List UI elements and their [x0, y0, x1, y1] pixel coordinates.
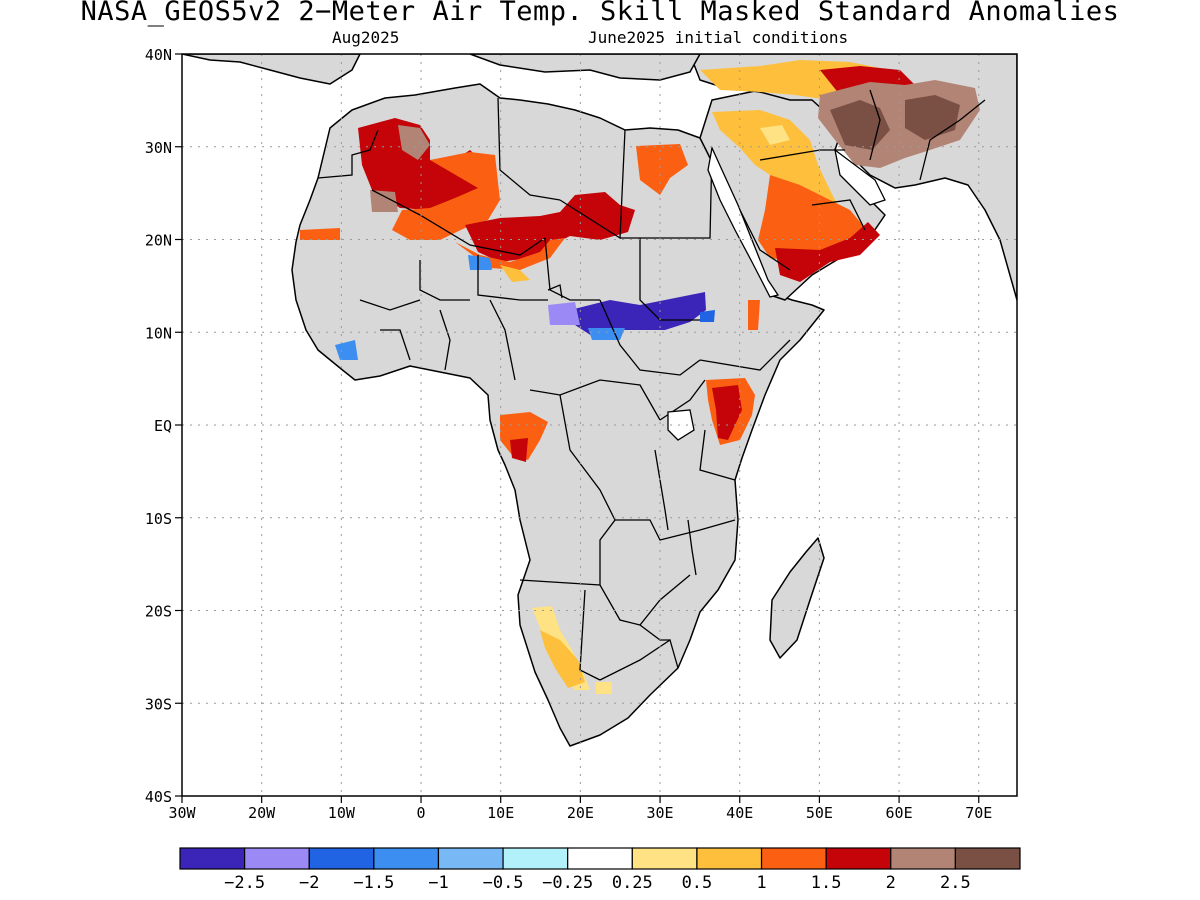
anomaly-westafrica-blue-2 [335, 340, 358, 360]
colorbar-swatch [696, 847, 763, 870]
red-sea [707, 145, 780, 298]
anomaly-kenya-red [712, 385, 742, 440]
anomaly-sahel-red [465, 192, 635, 262]
lat-label: 30N [145, 139, 172, 157]
lon-label: 10E [487, 804, 514, 822]
lat-label: 40S [145, 788, 172, 806]
lat-label: 20N [145, 232, 172, 250]
anomaly-namibia-orange [540, 630, 585, 688]
colorbar-swatch [179, 847, 246, 870]
colorbar-label: −2.5 [224, 873, 265, 893]
colorbar-swatch [825, 847, 892, 870]
colorbar-label: 2.5 [940, 873, 971, 893]
lat-label: 20S [145, 603, 172, 621]
persian-gulf [834, 148, 886, 206]
colorbar-label: −1 [428, 873, 448, 893]
colorbar-label: −2 [299, 873, 319, 893]
lon-label: 10W [328, 804, 356, 822]
anomaly-westafrica-blue [468, 255, 492, 270]
lon-label: 0 [417, 804, 426, 822]
map-body [182, 54, 1017, 796]
colorbar-swatch [631, 847, 698, 870]
anomaly-gabon-red [510, 438, 528, 462]
lat-label: 10S [145, 510, 172, 528]
colorbar-label: −0.25 [542, 873, 593, 893]
europe-land [182, 54, 361, 85]
lon-label: 30E [647, 804, 674, 822]
colorbar-swatch [437, 847, 504, 870]
anomaly-egypt-orange [636, 144, 688, 195]
country-borders [317, 89, 986, 681]
lon-label: 30W [168, 804, 196, 822]
lake-tanganyika [654, 449, 669, 531]
colorbar-swatch [890, 847, 956, 870]
latitude-axis: 40N 30N 20N 10N EQ 10S 20S 30S 40S [145, 46, 182, 806]
lat-label: EQ [154, 417, 172, 435]
lake-victoria [667, 409, 695, 441]
colorbar-swatch [760, 847, 827, 870]
colorbar-swatch [567, 847, 633, 870]
lon-label: 70E [965, 804, 992, 822]
anomaly-sudan-purple [570, 292, 706, 338]
lon-label: 20W [248, 804, 276, 822]
colorbar-swatch [308, 847, 375, 870]
lon-label: 50E [806, 804, 833, 822]
lakes-and-coast-details [547, 145, 886, 576]
anomaly-arabia-yellow [712, 110, 840, 210]
colorbar-swatch [373, 847, 440, 870]
anomaly-sudan-blue-2 [700, 310, 715, 322]
anomaly-westafrica-orange [300, 228, 340, 240]
longitude-axis: 30W 20W 10W 0 10E 20E 30E 40E 50E 60E 70E [168, 796, 992, 822]
madagascar-land [769, 537, 825, 659]
map-title: NASA_GEOS5v2 2−Meter Air Temp. Skill Mas… [80, 0, 1120, 27]
anomaly-sahara-red [358, 118, 480, 210]
anomaly-arabia-orange [758, 175, 865, 262]
anomaly-namibia-yellow-2 [596, 682, 612, 694]
anomaly-sudan-blue [588, 328, 625, 340]
initial-conditions: June2025 initial conditions [588, 28, 849, 47]
anomaly-ethiopia-orange [748, 300, 760, 330]
lat-label: 10N [145, 324, 172, 342]
colorbar-label: 1 [756, 873, 766, 893]
anomaly-arabia-light-yellow [760, 125, 790, 145]
colorbar-label: 0.5 [682, 873, 713, 893]
colorbar: −2.5 −2 −1.5 −1 −0.5 −0.25 0.25 0.5 1 1.5 2 2.5 [179, 847, 1021, 893]
target-month: Aug2025 [332, 28, 400, 47]
colorbar-label: 0.25 [612, 873, 653, 893]
anomaly-sahara-orange [392, 152, 500, 240]
colorbar-swatch [244, 847, 310, 870]
colorbar-label: 1.5 [811, 873, 842, 893]
anomaly-shading [300, 60, 980, 694]
anomaly-arabia-red [775, 222, 880, 282]
lat-label: 30S [145, 695, 172, 713]
graticule [182, 54, 1017, 796]
lat-label: 40N [145, 46, 172, 64]
colorbar-swatch [954, 847, 1021, 870]
anomaly-sudan-lavender [548, 302, 580, 325]
lake-chad [547, 284, 563, 299]
colorbar-label: −1.5 [353, 873, 394, 893]
anomaly-sahel-yellow [500, 265, 530, 282]
anomaly-sahara-brown [398, 125, 430, 160]
colorbar-label: −0.5 [483, 873, 524, 893]
lon-label: 20E [567, 804, 594, 822]
colorbar-label: 2 [886, 873, 896, 893]
lon-label: 40E [726, 804, 753, 822]
lake-malawi [687, 519, 697, 576]
europe-land-east [469, 54, 701, 81]
anomaly-sahara-brown-2 [370, 190, 398, 212]
colorbar-swatch [502, 847, 569, 870]
lon-label: 60E [886, 804, 913, 822]
